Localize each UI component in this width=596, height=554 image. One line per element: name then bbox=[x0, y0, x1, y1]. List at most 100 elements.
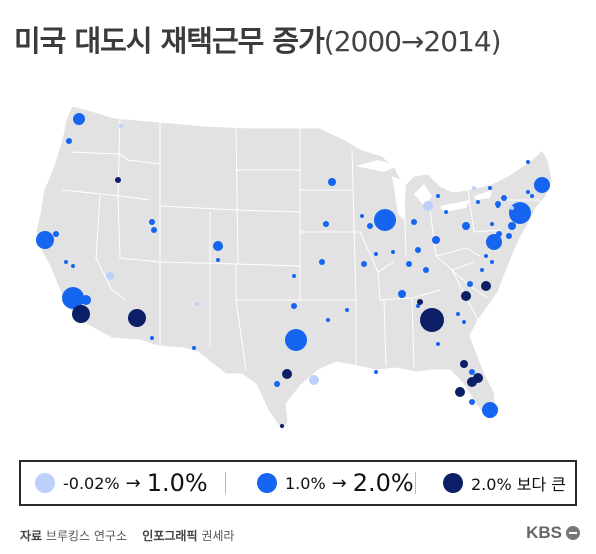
kbs-wordmark: KBS bbox=[526, 523, 562, 542]
city-dot-mid bbox=[323, 221, 329, 227]
city-dot-mid bbox=[456, 312, 460, 316]
page-title: 미국 대도시 재택근무 증가(2000→2014) bbox=[14, 18, 502, 60]
city-dot-high bbox=[460, 360, 468, 368]
city-dot-mid bbox=[432, 236, 440, 244]
city-dot-high bbox=[420, 308, 444, 332]
legend-low-arrow: → bbox=[125, 472, 141, 494]
city-dot-mid bbox=[411, 219, 417, 225]
city-dot-mid bbox=[398, 290, 406, 298]
city-dot-mid bbox=[526, 160, 530, 164]
city-dot-high bbox=[115, 177, 121, 183]
city-dot-mid bbox=[462, 222, 470, 230]
city-dot-mid bbox=[501, 195, 507, 201]
city-dot-mid bbox=[361, 261, 367, 267]
city-dot-low bbox=[106, 272, 114, 280]
city-dot-mid bbox=[150, 336, 154, 340]
city-dot-mid bbox=[345, 308, 349, 312]
city-dot-high bbox=[72, 305, 90, 323]
kbs-logo: KBS bbox=[526, 523, 580, 543]
city-dot-mid bbox=[496, 231, 502, 237]
legend-item-high: 2.0% 보다 큰 bbox=[415, 462, 575, 504]
city-dot-high bbox=[417, 299, 423, 305]
city-dot-high bbox=[455, 387, 465, 397]
city-dot-mid bbox=[526, 190, 530, 194]
city-dot-mid bbox=[534, 177, 550, 193]
legend-low-to: 1.0% bbox=[146, 469, 208, 497]
legend-item-low: -0.02% → 1.0% bbox=[21, 462, 225, 504]
city-dot-mid bbox=[476, 200, 480, 204]
city-dot-low bbox=[309, 375, 319, 385]
city-dot-mid bbox=[488, 186, 492, 190]
footer-credits: 자료 브루킹스 연구소 인포그래픽 권세라 bbox=[20, 527, 234, 544]
legend-dot-high bbox=[443, 473, 463, 493]
city-dots bbox=[36, 113, 550, 428]
city-dot-mid bbox=[509, 202, 531, 224]
legend-high-label: 2.0% 보다 큰 bbox=[471, 475, 566, 494]
city-dot-low bbox=[119, 124, 123, 128]
city-dot-high bbox=[481, 281, 491, 291]
city-dot-mid bbox=[508, 222, 516, 230]
city-dot-mid bbox=[291, 303, 297, 309]
city-dot-mid bbox=[213, 241, 223, 251]
city-dot-low bbox=[510, 206, 514, 210]
city-dot-mid bbox=[484, 254, 488, 258]
title-main: 미국 대도시 재택근무 증가 bbox=[14, 24, 325, 58]
city-dot-high bbox=[467, 377, 477, 387]
city-dot-low bbox=[423, 201, 433, 211]
city-dot-mid bbox=[274, 381, 280, 387]
city-dot-mid bbox=[436, 342, 440, 346]
great-lakes bbox=[356, 160, 492, 220]
city-dot-mid bbox=[62, 287, 84, 309]
city-dot-mid bbox=[71, 264, 75, 268]
city-dot-mid bbox=[36, 231, 54, 249]
city-dot-mid bbox=[467, 281, 473, 287]
city-dot-mid bbox=[374, 370, 378, 374]
legend-mid-arrow: → bbox=[331, 472, 347, 494]
city-dot-mid bbox=[482, 402, 498, 418]
title-years: (2000→2014) bbox=[323, 25, 502, 58]
legend-dot-low bbox=[35, 473, 55, 493]
legend-low-from: -0.02% bbox=[63, 473, 120, 493]
city-dot-high bbox=[461, 291, 471, 301]
city-dot-mid bbox=[73, 113, 85, 125]
city-dot-mid bbox=[444, 210, 448, 214]
city-dot-mid bbox=[469, 369, 475, 375]
city-dot-mid bbox=[328, 178, 336, 186]
legend-dot-mid bbox=[257, 473, 277, 493]
city-dot-mid bbox=[192, 346, 196, 350]
graphic-label: 인포그래픽 bbox=[142, 529, 198, 543]
city-dot-mid bbox=[319, 259, 325, 265]
city-dot-mid bbox=[285, 329, 307, 351]
legend-item-mid: 1.0% → 2.0% bbox=[225, 462, 415, 504]
graphic-text: 권세라 bbox=[201, 529, 235, 543]
source-text: 브루킹스 연구소 bbox=[45, 529, 128, 543]
city-dot-mid bbox=[506, 233, 512, 239]
city-dot-mid bbox=[490, 260, 494, 264]
legend-mid-from: 1.0% bbox=[285, 473, 326, 493]
city-dot-mid bbox=[64, 260, 68, 264]
city-dot-low bbox=[472, 186, 476, 190]
source-label: 자료 bbox=[20, 529, 43, 543]
city-dot-high bbox=[280, 424, 284, 428]
city-dot-mid bbox=[292, 274, 296, 278]
city-dot-mid bbox=[66, 138, 72, 144]
city-dot-high bbox=[128, 309, 146, 327]
legend-mid-to: 2.0% bbox=[352, 469, 414, 497]
city-dot-mid bbox=[462, 320, 466, 324]
city-dot-mid bbox=[367, 223, 373, 229]
city-dot-mid bbox=[406, 261, 412, 267]
city-dot-mid bbox=[374, 209, 396, 231]
city-dot-mid bbox=[496, 204, 500, 208]
city-dot-mid bbox=[436, 194, 440, 198]
city-dot-mid bbox=[151, 227, 157, 233]
city-dot-mid bbox=[391, 250, 395, 254]
city-dot-mid bbox=[216, 258, 220, 262]
city-dot-high bbox=[282, 369, 292, 379]
city-dot-mid bbox=[423, 267, 429, 273]
city-dot-mid bbox=[480, 268, 484, 272]
city-dot-mid bbox=[490, 222, 494, 226]
city-dot-mid bbox=[530, 194, 534, 198]
legend: -0.02% → 1.0% 1.0% → 2.0% 2.0% 보다 큰 bbox=[19, 460, 577, 506]
city-dot-mid bbox=[326, 318, 330, 322]
city-dot-mid bbox=[53, 231, 59, 237]
